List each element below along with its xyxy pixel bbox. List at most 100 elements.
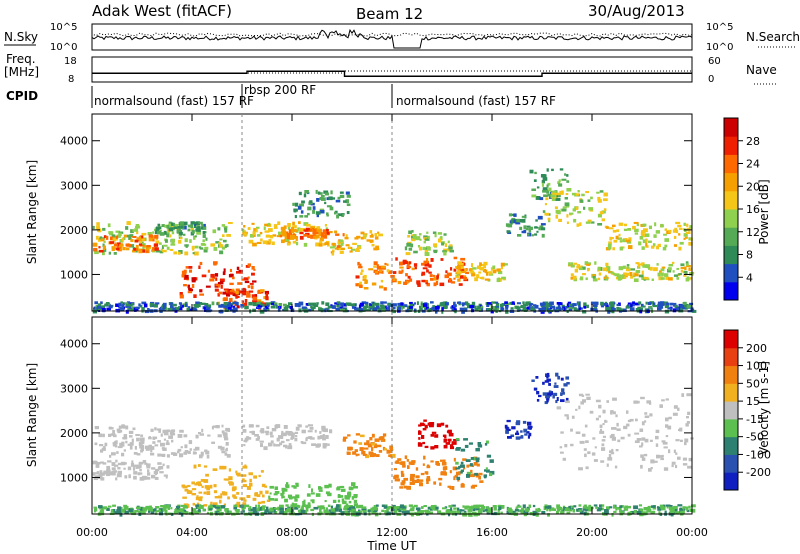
- colorbar-tick-label: -50: [746, 431, 764, 444]
- echo-region-9: [504, 419, 533, 440]
- echo-region-4: [268, 482, 358, 513]
- colorbar-swatch: [724, 330, 738, 349]
- colorbar-swatch: [724, 227, 738, 246]
- y-tick-label: 3000: [60, 382, 88, 395]
- x-tick-label: 08:00: [276, 526, 308, 539]
- x-tick-label: 16:00: [476, 526, 508, 539]
- echo-region-11: [556, 393, 694, 472]
- y-tick-label: 3000: [60, 179, 88, 192]
- echo-region-7: [292, 189, 351, 219]
- echo-region-16: [568, 261, 695, 283]
- date-title: 30/Aug/2013: [588, 2, 685, 20]
- echo-region-11: [404, 230, 454, 257]
- echo-region-1: [92, 459, 170, 481]
- x-tick-label: 12:00: [376, 526, 408, 539]
- echo-region-2: [181, 464, 271, 508]
- colorbar-tick-label: 15: [746, 395, 760, 408]
- cpid-label: CPID: [6, 89, 38, 103]
- colorbar-swatch: [724, 383, 738, 402]
- power-data-layer: [92, 168, 697, 314]
- sky-tick-bottom: 10^0: [50, 42, 77, 53]
- echo-region-18: [92, 301, 697, 314]
- echo-region-13: [505, 213, 546, 238]
- y-tick-label: 1000: [60, 268, 88, 281]
- power-ylabel: Slant Range [km]: [25, 160, 39, 264]
- colorbar-tick-label: 24: [746, 158, 760, 171]
- cpid-segment-1: normalsound (fast) 157 RF: [94, 94, 254, 108]
- colorbar-swatch: [724, 190, 738, 210]
- echo-region-8: [455, 438, 495, 481]
- colorbar-swatch: [724, 347, 738, 367]
- power-colorbar: 28 24 20 16 12 8 4: [723, 117, 760, 301]
- colorbar-swatch: [724, 154, 738, 174]
- velocity-panel: [91, 316, 696, 517]
- echo-region-5: [342, 433, 396, 459]
- colorbar-swatch: [724, 263, 738, 283]
- freq-tick-bottom: 8: [68, 74, 74, 85]
- y-tick-label: 4000: [60, 338, 88, 351]
- search-tick-top: 10^5: [706, 22, 733, 33]
- echo-region-3: [242, 424, 333, 451]
- echo-region-0: [94, 424, 231, 459]
- colorbar-swatch: [724, 418, 738, 438]
- colorbar-tick-label: -200: [746, 466, 771, 479]
- echo-region-6: [279, 227, 330, 240]
- sky-panel: N.Sky 10^5 10^0 10^5 10^0 N.Search: [4, 22, 800, 53]
- colorbar-swatch: [724, 401, 738, 420]
- echo-region-12: [455, 261, 508, 283]
- echo-region-1: [92, 234, 159, 254]
- freq-label: Freq.: [6, 52, 36, 66]
- colorbar-tick-label: 28: [746, 135, 760, 148]
- nave-tick-top: 60: [708, 56, 721, 67]
- cpid-segment-3: normalsound (fast) 157 RF: [396, 94, 556, 108]
- colorbar-tick-label: 50: [746, 377, 760, 390]
- colorbar-swatch: [724, 454, 738, 473]
- nsearch-label: N.Search: [746, 30, 800, 44]
- x-tick-label: 20:00: [576, 526, 608, 539]
- colorbar-tick-label: 12: [746, 226, 760, 239]
- echo-region-4: [217, 287, 269, 310]
- echo-region-9: [355, 261, 397, 291]
- y-tick-label: 2000: [60, 427, 88, 440]
- nsky-label: N.Sky: [4, 30, 38, 44]
- colorbar-tick-label: 4: [746, 271, 753, 284]
- colorbar-tick-label: 8: [746, 249, 753, 262]
- velocity-colorbar: 200 100 50 15 -15 -50 -100 -200: [723, 329, 771, 491]
- power-panel: [91, 113, 697, 314]
- x-tick-label: 00:00: [76, 526, 108, 539]
- sky-tick-top: 10^5: [50, 22, 77, 33]
- x-axis-label: Time UT: [366, 539, 417, 553]
- colorbar-swatch: [724, 245, 738, 265]
- echo-region-10: [392, 256, 469, 287]
- freq-panel: Freq. [MHz] 18 8 60 0 Nave: [4, 52, 778, 85]
- colorbar-swatch: [724, 365, 738, 384]
- colorbar-swatch: [724, 281, 738, 301]
- colorbar-tick-label: 200: [746, 342, 767, 355]
- y-tick-label: 2000: [60, 224, 88, 237]
- colorbar-swatch: [724, 172, 738, 192]
- colorbar-tick-label: 100: [746, 360, 767, 373]
- freq-tick-top: 18: [64, 56, 77, 67]
- nave-tick-bottom: 0: [708, 74, 714, 85]
- cpid-segment-2: rbsp 200 RF: [244, 83, 316, 97]
- y-tick-label: 4000: [60, 135, 88, 148]
- echo-region-17: [604, 221, 693, 251]
- echo-region-2: [154, 221, 206, 236]
- search-tick-bottom: 10^0: [706, 42, 733, 53]
- colorbar-swatch: [724, 209, 738, 228]
- colorbar-tick-label: 20: [746, 180, 760, 193]
- echo-region-12: [93, 504, 696, 517]
- colorbar-swatch: [724, 436, 738, 455]
- echo-region-14: [529, 168, 572, 202]
- cpid-strip: CPID normalsound (fast) 157 RF rbsp 200 …: [6, 83, 556, 108]
- beam-title: Beam 12: [356, 5, 423, 23]
- nave-label: Nave: [746, 63, 777, 77]
- colorbar-swatch: [724, 118, 738, 137]
- x-tick-label: 04:00: [176, 526, 208, 539]
- echo-region-7: [417, 419, 458, 450]
- station-title: Adak West (fitACF): [92, 2, 232, 20]
- freq-unit-label: [MHz]: [4, 65, 39, 79]
- power-colorbar-label: Power [dB]: [757, 179, 771, 244]
- velocity-ylabel: Slant Range [km]: [25, 363, 39, 467]
